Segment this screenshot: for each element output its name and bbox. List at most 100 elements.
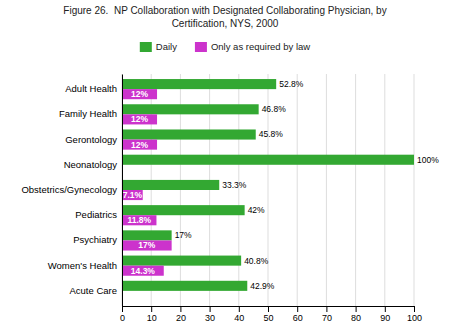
x-tick-label: 40 — [234, 313, 244, 323]
legend-label: Daily — [156, 41, 177, 52]
bar — [122, 256, 241, 266]
x-tick-label: 90 — [380, 313, 390, 323]
x-tick-label: 100 — [407, 313, 422, 323]
y-tick: Women's Health — [48, 260, 122, 271]
y-tick: Neonatology — [64, 159, 122, 170]
x-tick: 20 — [176, 306, 186, 323]
x-tick-label: 20 — [176, 313, 186, 323]
y-tick: Obstetrics/Gynecology — [21, 184, 122, 195]
title: Figure 26. NP Collaboration with Designa… — [63, 5, 386, 16]
data-label: 52.8% — [279, 79, 304, 89]
x-tick-label: 30 — [205, 313, 215, 323]
x-tick-mark — [268, 306, 269, 312]
x-tick-label: 60 — [293, 313, 303, 323]
legend-item: Only as required by law — [195, 41, 310, 52]
x-tick-label: 50 — [263, 313, 273, 323]
bars — [122, 79, 414, 291]
y-tick: Adult Health — [65, 83, 122, 94]
data-label: 17% — [138, 240, 155, 250]
x-tick-label: 10 — [147, 313, 157, 323]
x-tick-mark — [210, 306, 211, 312]
y-tick: Gerontology — [65, 134, 122, 145]
data-label: 45.8% — [259, 129, 284, 139]
bar — [122, 281, 247, 291]
y-tick-label: Acute Care — [69, 285, 117, 296]
x-tick-mark — [180, 306, 181, 312]
bar — [122, 240, 172, 250]
x-tick-mark — [385, 306, 386, 312]
legend-swatch — [195, 42, 207, 52]
grid-line — [297, 74, 298, 306]
y-tick-label: Women's Health — [48, 260, 117, 271]
y-tick: Family Health — [59, 108, 122, 119]
data-label: 42% — [248, 205, 265, 215]
y-tick: Psychiatry — [73, 234, 122, 245]
bar — [122, 129, 256, 139]
bar — [122, 266, 164, 276]
data-label: 17% — [175, 230, 192, 240]
bar — [122, 79, 276, 89]
y-tick-label: Adult Health — [65, 83, 117, 94]
legend-item: Daily — [140, 41, 177, 52]
x-tick-mark — [414, 306, 415, 312]
x-tick-mark — [356, 306, 357, 312]
y-tick-label: Neonatology — [64, 159, 118, 170]
x-tick-label: 70 — [322, 313, 332, 323]
grid — [122, 74, 414, 306]
bar — [122, 89, 157, 99]
bar — [122, 215, 156, 225]
data-label: 11.8% — [127, 215, 151, 225]
y-tick-label: Gerontology — [65, 134, 117, 145]
data-labels: 52.8%46.8%45.8%100%33.3%42%17%40.8%42.9%… — [123, 79, 440, 291]
legend-label: Only as required by law — [211, 41, 310, 52]
data-label: 33.3% — [222, 180, 247, 190]
y-tick-label: Family Health — [59, 108, 117, 119]
y-tick-label: Obstetrics/Gynecology — [21, 184, 117, 195]
legend: Daily Only as required by law — [140, 41, 311, 52]
grid-line — [326, 74, 327, 306]
legend-swatch — [140, 42, 152, 52]
grid-line — [414, 74, 415, 306]
x-tick-mark — [326, 306, 327, 312]
y-axis-line — [122, 75, 123, 307]
grid-line — [122, 74, 123, 306]
x-tick-label: 80 — [351, 313, 361, 323]
y-tick: Acute Care — [69, 285, 122, 296]
x-tick: 40 — [234, 306, 244, 323]
x-tick: 10 — [147, 306, 157, 323]
y-tick-label: Psychiatry — [73, 234, 117, 245]
x-tick-mark — [122, 306, 123, 312]
bar — [122, 140, 157, 150]
chart: Figure 26. NP Collaboration with Designa… — [0, 0, 450, 330]
x-tick: 70 — [322, 306, 332, 323]
plot: 52.8%46.8%45.8%100%33.3%42%17%40.8%42.9%… — [21, 74, 439, 323]
x-tick: 90 — [380, 306, 390, 323]
x-tick-mark — [297, 306, 298, 312]
data-label: 12% — [131, 114, 148, 124]
x-tick: 80 — [351, 306, 361, 323]
subtitle: Certification, NYS, 2000 — [172, 18, 279, 29]
x-axis: 0 10 20 30 40 50 60 70 80 90 100 — [120, 306, 422, 323]
x-tick: 50 — [263, 306, 273, 323]
bar — [122, 190, 143, 200]
x-tick: 60 — [293, 306, 303, 323]
data-label: 40.8% — [244, 256, 269, 266]
data-label: 12% — [131, 140, 148, 150]
grid-line — [384, 74, 385, 306]
bar — [122, 155, 414, 165]
x-tick-mark — [151, 306, 152, 312]
grid-line — [355, 74, 356, 306]
data-label: 12% — [131, 89, 148, 99]
bar — [122, 205, 245, 215]
x-tick: 30 — [205, 306, 215, 323]
bar — [122, 230, 172, 240]
bar — [122, 180, 219, 190]
x-tick-mark — [239, 306, 240, 312]
bar — [122, 104, 259, 114]
x-tick: 100 — [407, 306, 422, 323]
data-label: 14.3% — [131, 266, 156, 276]
data-label: 7.1% — [123, 190, 143, 200]
data-label: 42.9% — [250, 281, 275, 291]
bar — [122, 114, 157, 124]
x-tick: 0 — [120, 306, 125, 323]
